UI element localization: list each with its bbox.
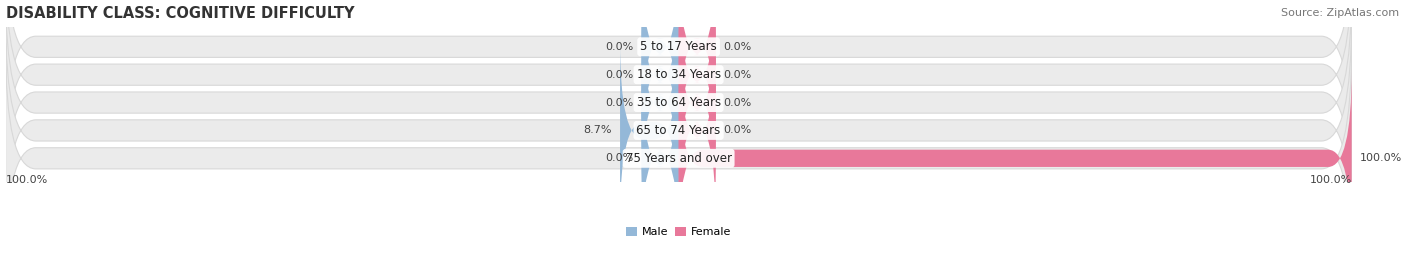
FancyBboxPatch shape <box>641 0 679 136</box>
Text: 18 to 34 Years: 18 to 34 Years <box>637 68 721 81</box>
FancyBboxPatch shape <box>641 0 679 164</box>
FancyBboxPatch shape <box>679 0 716 136</box>
FancyBboxPatch shape <box>6 16 1351 245</box>
FancyBboxPatch shape <box>620 41 679 219</box>
Text: 35 to 64 Years: 35 to 64 Years <box>637 96 721 109</box>
Text: 0.0%: 0.0% <box>724 125 752 135</box>
Text: 5 to 17 Years: 5 to 17 Years <box>640 40 717 53</box>
FancyBboxPatch shape <box>6 0 1351 190</box>
Text: 0.0%: 0.0% <box>605 70 634 80</box>
FancyBboxPatch shape <box>6 0 1351 162</box>
FancyBboxPatch shape <box>679 0 716 164</box>
Text: 8.7%: 8.7% <box>583 125 612 135</box>
Text: 0.0%: 0.0% <box>724 42 752 52</box>
Text: 0.0%: 0.0% <box>605 42 634 52</box>
Text: 75 Years and over: 75 Years and over <box>626 152 731 165</box>
Text: 100.0%: 100.0% <box>1360 153 1402 163</box>
Legend: Male, Female: Male, Female <box>621 222 735 242</box>
Text: Source: ZipAtlas.com: Source: ZipAtlas.com <box>1281 8 1399 18</box>
Text: 0.0%: 0.0% <box>605 153 634 163</box>
Text: 0.0%: 0.0% <box>724 70 752 80</box>
FancyBboxPatch shape <box>6 0 1351 217</box>
Text: 65 to 74 Years: 65 to 74 Years <box>637 124 721 137</box>
Text: 0.0%: 0.0% <box>605 98 634 108</box>
FancyBboxPatch shape <box>679 69 1351 247</box>
Text: DISABILITY CLASS: COGNITIVE DIFFICULTY: DISABILITY CLASS: COGNITIVE DIFFICULTY <box>6 6 354 20</box>
FancyBboxPatch shape <box>641 14 679 192</box>
Text: 100.0%: 100.0% <box>1309 175 1351 185</box>
FancyBboxPatch shape <box>679 41 716 219</box>
FancyBboxPatch shape <box>6 44 1351 269</box>
Text: 100.0%: 100.0% <box>6 175 48 185</box>
FancyBboxPatch shape <box>679 14 716 192</box>
Text: 0.0%: 0.0% <box>724 98 752 108</box>
FancyBboxPatch shape <box>641 69 679 247</box>
